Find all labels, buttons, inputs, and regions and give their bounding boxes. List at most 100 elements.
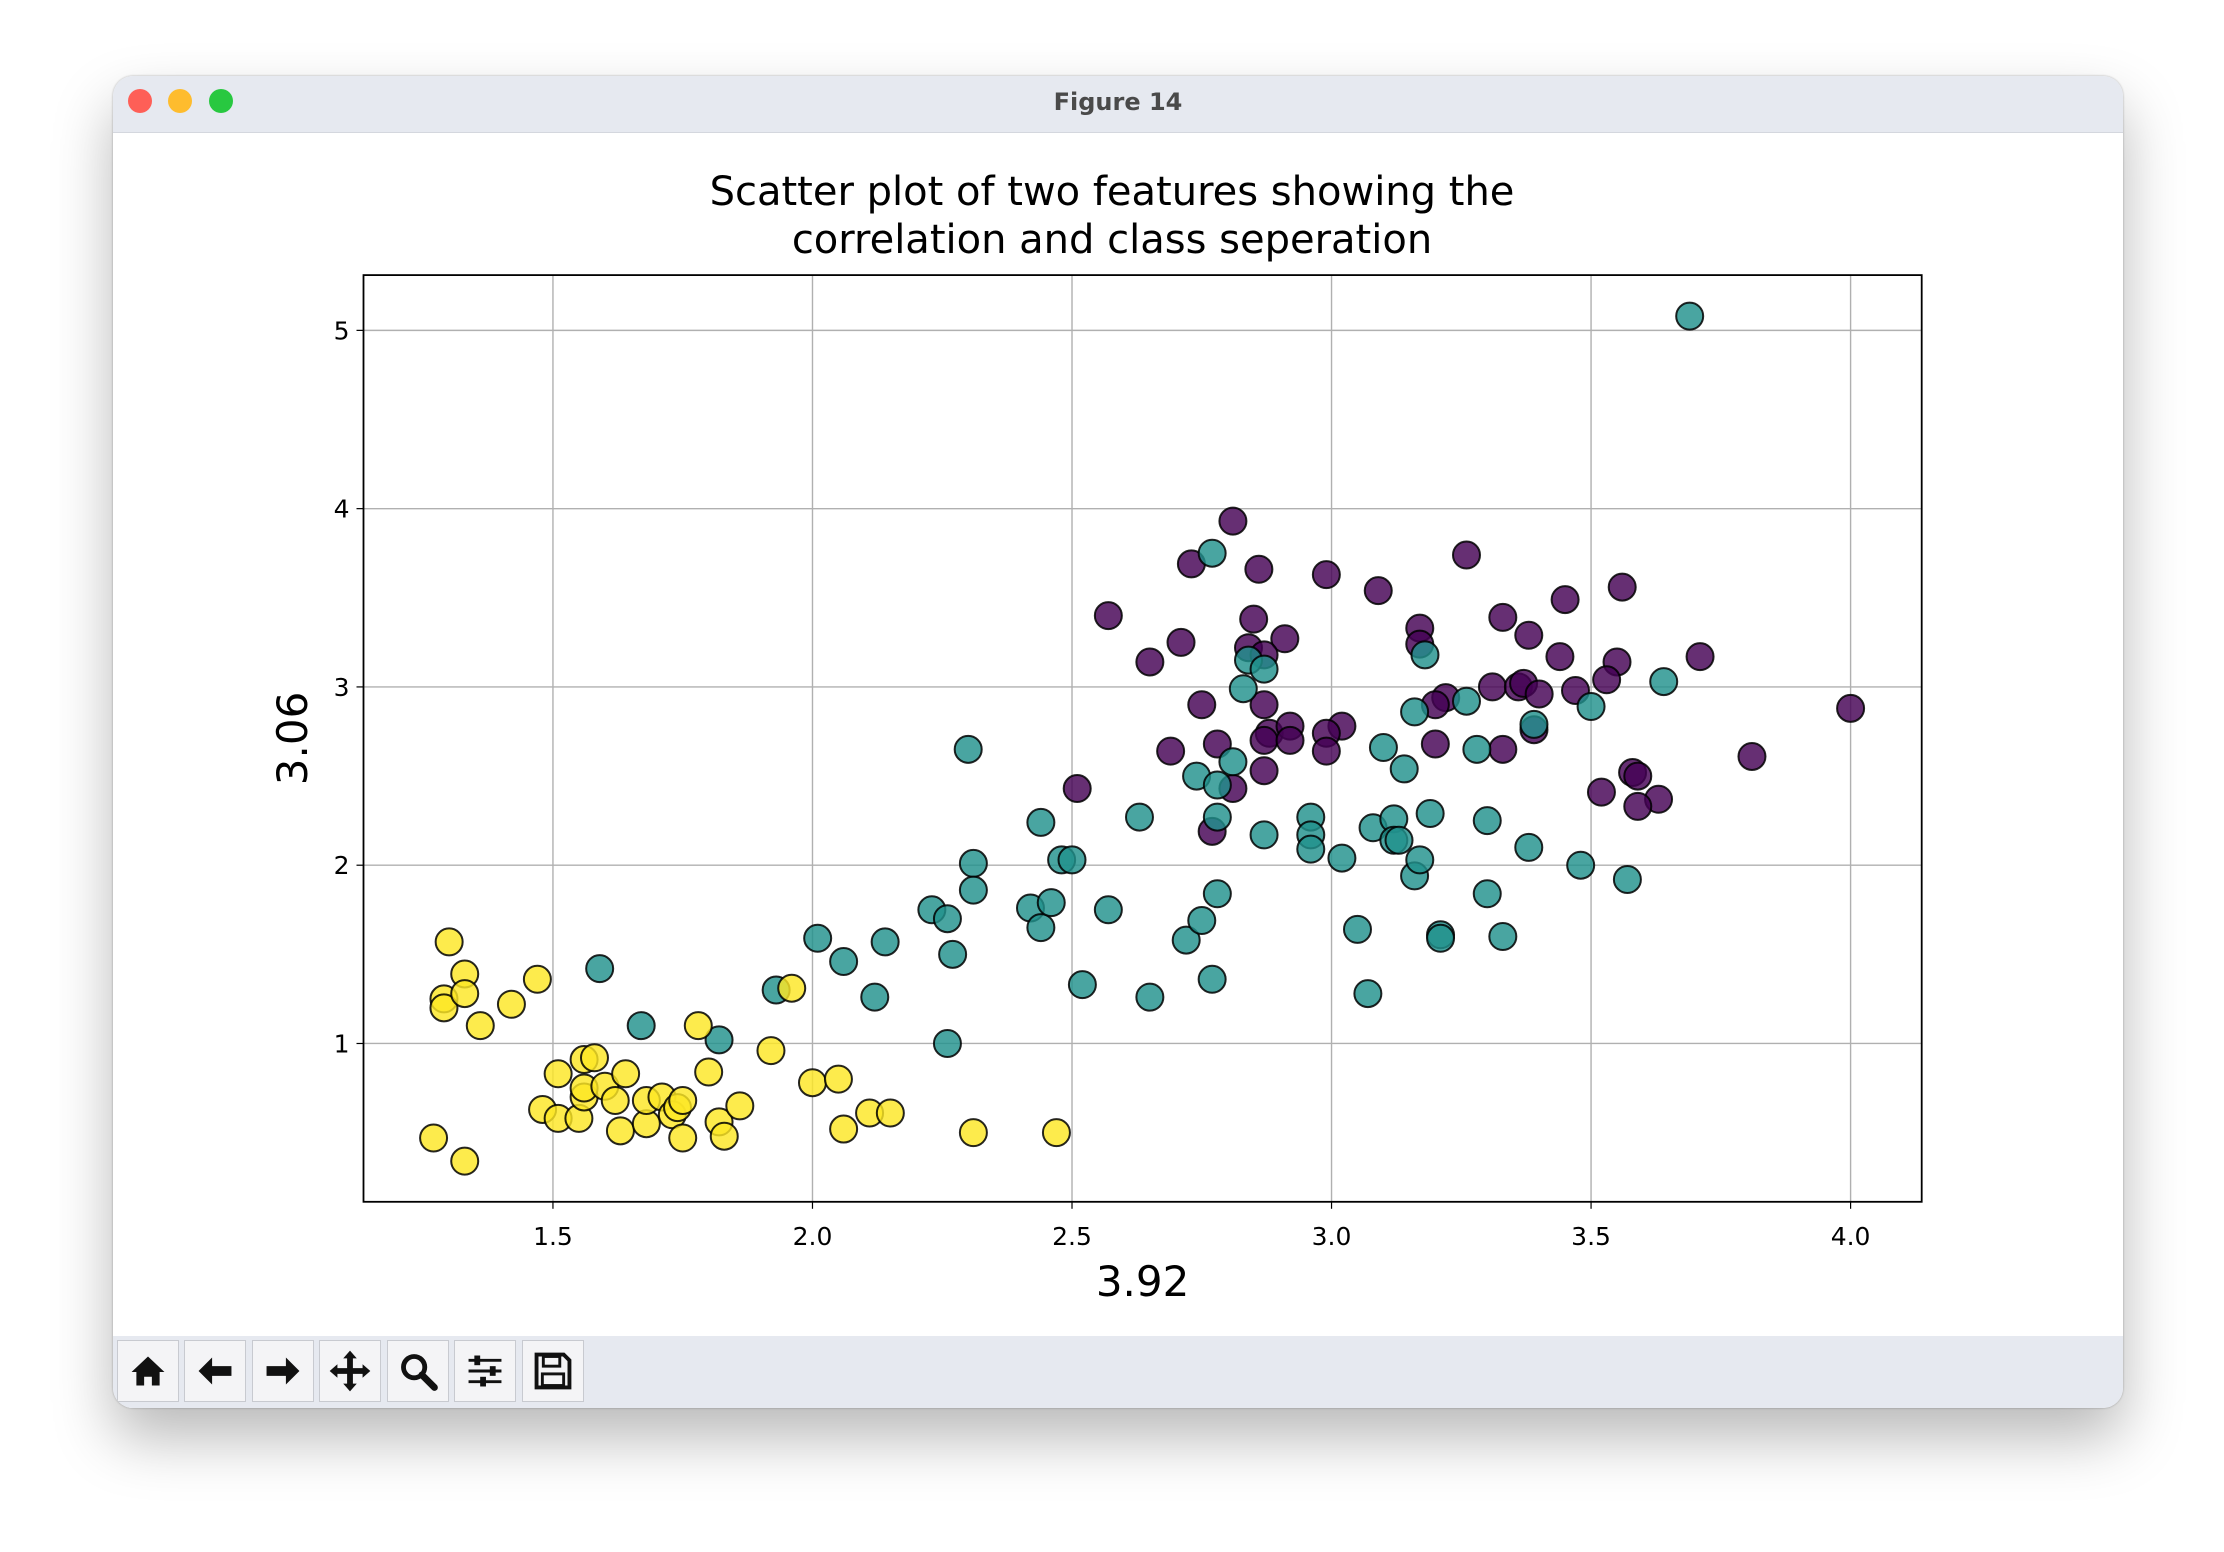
point: [450, 979, 480, 1009]
point: [958, 875, 988, 905]
point: [1363, 576, 1393, 606]
point: [585, 954, 615, 984]
home-button[interactable]: [117, 1340, 179, 1402]
point: [1166, 627, 1196, 657]
point: [496, 989, 526, 1019]
point: [1685, 642, 1715, 672]
point: [1187, 905, 1217, 935]
point: [1057, 845, 1087, 875]
point: [1405, 845, 1435, 875]
point: [1296, 834, 1326, 864]
point: [450, 1146, 480, 1176]
point: [1041, 1118, 1071, 1148]
point: [605, 1116, 635, 1146]
toolbar: [113, 1336, 2123, 1408]
point: [1472, 806, 1502, 836]
close-button[interactable]: [128, 89, 152, 113]
point: [1488, 922, 1518, 952]
point: [1249, 756, 1279, 786]
point: [1836, 693, 1866, 723]
point: [1239, 604, 1269, 634]
point: [1415, 799, 1445, 829]
point: [1607, 572, 1637, 602]
point: [600, 1086, 630, 1116]
point: [1171, 925, 1201, 955]
point: [1592, 665, 1622, 695]
zoom-tool-button[interactable]: [387, 1340, 449, 1402]
point: [958, 1118, 988, 1148]
configure-button[interactable]: [454, 1340, 516, 1402]
point: [932, 904, 962, 934]
point: [1135, 647, 1165, 677]
point: [1062, 774, 1092, 804]
save-button[interactable]: [522, 1340, 584, 1402]
point: [1472, 879, 1502, 909]
point: [1566, 850, 1596, 880]
y-tick-label: 4: [334, 495, 350, 524]
forward-button[interactable]: [252, 1340, 314, 1402]
point: [1612, 864, 1642, 894]
point: [870, 927, 900, 957]
point: [1187, 690, 1217, 720]
y-tick-label: 2: [334, 851, 350, 880]
x-tick-label: 1.5: [533, 1222, 573, 1251]
minimize-button[interactable]: [168, 89, 192, 113]
point: [1124, 802, 1154, 832]
point: [1400, 697, 1430, 727]
point: [1249, 820, 1279, 850]
title-bar: Figure 14: [113, 76, 2123, 133]
point: [704, 1025, 734, 1055]
point: [1067, 970, 1097, 1000]
point: [1249, 725, 1279, 755]
point: [1649, 667, 1679, 697]
point: [626, 1011, 656, 1041]
point: [829, 946, 859, 976]
axes-frame: [362, 274, 1923, 1203]
point: [465, 1011, 495, 1041]
point: [429, 993, 459, 1023]
point: [1545, 642, 1575, 672]
point: [1218, 506, 1248, 536]
y-tick-label: 1: [334, 1029, 350, 1058]
zoom-button[interactable]: [209, 89, 233, 113]
point: [1368, 733, 1398, 763]
point: [1451, 686, 1481, 716]
point: [1244, 554, 1274, 584]
point: [683, 1011, 713, 1041]
point: [1249, 654, 1279, 684]
point: [1311, 560, 1341, 590]
point: [1426, 923, 1456, 953]
point: [668, 1123, 698, 1153]
point: [1135, 982, 1165, 1012]
point: [829, 1114, 859, 1144]
point: [756, 1036, 786, 1066]
point: [1249, 690, 1279, 720]
point: [1197, 964, 1227, 994]
point: [1228, 674, 1258, 704]
point: [875, 1098, 905, 1128]
point: [668, 1086, 698, 1116]
point: [938, 939, 968, 969]
point: [1524, 679, 1554, 709]
point: [419, 1123, 449, 1153]
back-button[interactable]: [184, 1340, 246, 1402]
point: [1586, 777, 1616, 807]
x-axis-label: 3.92: [1096, 1257, 1190, 1306]
window: Figure 14: [113, 76, 2123, 1408]
point: [1218, 747, 1248, 777]
pan-button[interactable]: [319, 1340, 381, 1402]
point: [709, 1121, 739, 1151]
point: [932, 1028, 962, 1058]
x-tick-label: 4.0: [1831, 1222, 1871, 1251]
point: [543, 1059, 573, 1089]
x-tick-label: 3.5: [1571, 1222, 1611, 1251]
point: [1410, 640, 1440, 670]
point: [803, 923, 833, 953]
point: [1519, 709, 1549, 739]
point: [1488, 602, 1518, 632]
point: [579, 1043, 609, 1073]
point: [1488, 734, 1518, 764]
point: [1311, 736, 1341, 766]
